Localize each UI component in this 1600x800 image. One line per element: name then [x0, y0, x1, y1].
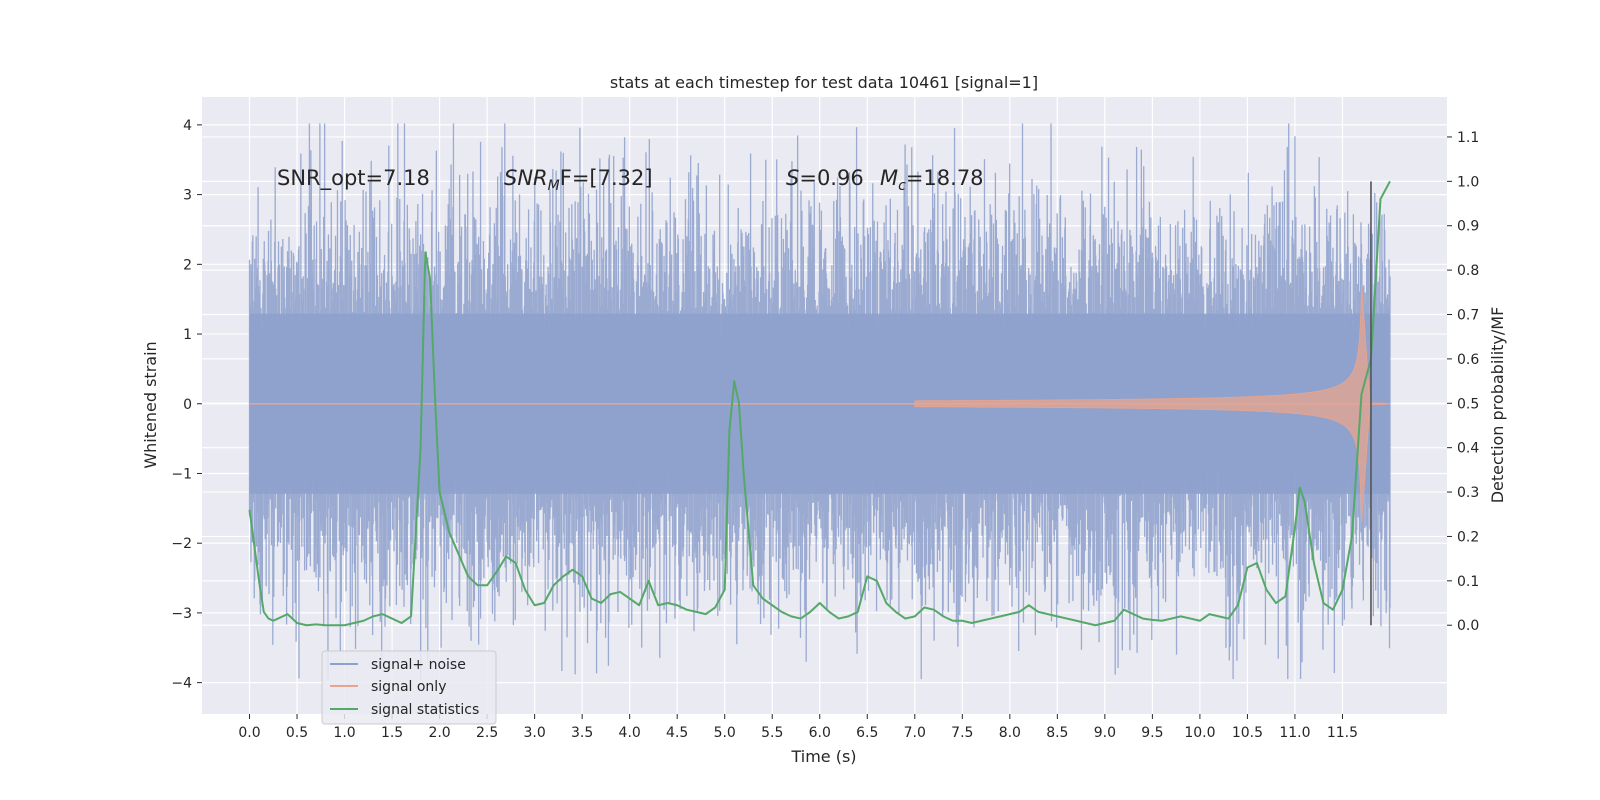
x-tick-label: 4.0: [619, 725, 641, 741]
y-left-tick-label: −4: [171, 676, 192, 692]
y-left-tick-label: −1: [171, 466, 192, 482]
x-tick-label: 10.0: [1184, 725, 1215, 741]
y-right-tick-label: 0.1: [1457, 574, 1479, 590]
legend-box: [321, 650, 497, 725]
y-left-tick-label: −3: [171, 606, 192, 622]
annotation-s: S=0.96: [786, 166, 864, 190]
x-tick-label: 7.5: [951, 725, 973, 741]
y-right-tick-label: 0.6: [1457, 352, 1479, 368]
x-tick-label: 10.5: [1232, 725, 1263, 741]
y-axis-right-label: Detection probability/MF: [1488, 307, 1507, 504]
annotation-mc: Mc=18.78: [880, 166, 984, 194]
y-left-tick-label: 2: [183, 257, 192, 273]
y-left-tick-label: −2: [171, 536, 192, 552]
signal-only-chirp: [914, 285, 1386, 523]
x-axis-label: Time (s): [790, 747, 856, 766]
annotation-snr-mf: SNRMF=[7.32]: [504, 166, 653, 194]
x-tick-label: 3.0: [524, 725, 546, 741]
y-right-tick-label: 0.2: [1457, 529, 1479, 545]
x-tick-label: 2.5: [476, 725, 498, 741]
y-right-tick-label: 0.0: [1457, 618, 1479, 634]
x-tick-label: 8.5: [1046, 725, 1068, 741]
x-tick-label: 5.5: [761, 725, 783, 741]
y-left-tick-label: 1: [183, 327, 192, 343]
series-signal-statistics: [248, 180, 1391, 627]
series-signal-only: [249, 285, 1390, 523]
legend-label-signal-noise: signal+ noise: [371, 657, 466, 673]
x-tick-label: 9.5: [1141, 725, 1163, 741]
x-tick-label: 0.0: [238, 725, 260, 741]
x-tick-label: 11.5: [1327, 725, 1358, 741]
y-right-tick-label: 0.9: [1457, 219, 1479, 235]
x-tick-label: 2.0: [428, 725, 450, 741]
y-axis-left-label: Whitened strain: [141, 341, 160, 468]
signal-statistics-line: [248, 180, 1391, 627]
y-right-tick-label: 1.0: [1457, 174, 1479, 190]
x-tick-label: 3.5: [571, 725, 593, 741]
legend-label-signal-statistics: signal statistics: [371, 702, 479, 718]
y-left-tick-label: 3: [183, 188, 192, 204]
ticks: 0.0 0.5 1.0 1.5 2.0 2.5 3.0 3.5 4.0 4.5 5.0 5.5 6.0 6…: [171, 118, 1479, 741]
x-tick-label: 9.0: [1094, 725, 1116, 741]
x-tick-label: 5.0: [714, 725, 736, 741]
x-tick-label: 11.0: [1279, 725, 1310, 741]
x-tick-label: 1.0: [333, 725, 355, 741]
x-tick-label: 0.5: [286, 725, 308, 741]
x-tick-label: 1.5: [381, 725, 403, 741]
y-right-tick-label: 0.7: [1457, 308, 1479, 324]
y-right-tick-label: 0.4: [1457, 441, 1479, 457]
legend: signal+ noise signal only signal statist…: [321, 650, 497, 725]
y-right-tick-label: 1.1: [1457, 130, 1479, 146]
x-tick-label: 6.0: [809, 725, 831, 741]
y-right-tick-label: 0.8: [1457, 263, 1479, 279]
x-tick-label: 6.5: [856, 725, 878, 741]
x-tick-label: 7.0: [904, 725, 926, 741]
y-left-tick-label: 4: [183, 118, 192, 134]
annotation-snr-opt: SNR_opt=7.18: [277, 166, 430, 191]
x-tick-label: 4.5: [666, 725, 688, 741]
y-right-tick-label: 0.3: [1457, 485, 1479, 501]
legend-label-signal-only: signal only: [371, 679, 446, 695]
y-left-tick-label: 0: [183, 397, 192, 413]
chart-title: stats at each timestep for test data 104…: [610, 73, 1038, 92]
x-tick-label: 8.0: [999, 725, 1021, 741]
y-right-tick-label: 0.5: [1457, 396, 1479, 412]
